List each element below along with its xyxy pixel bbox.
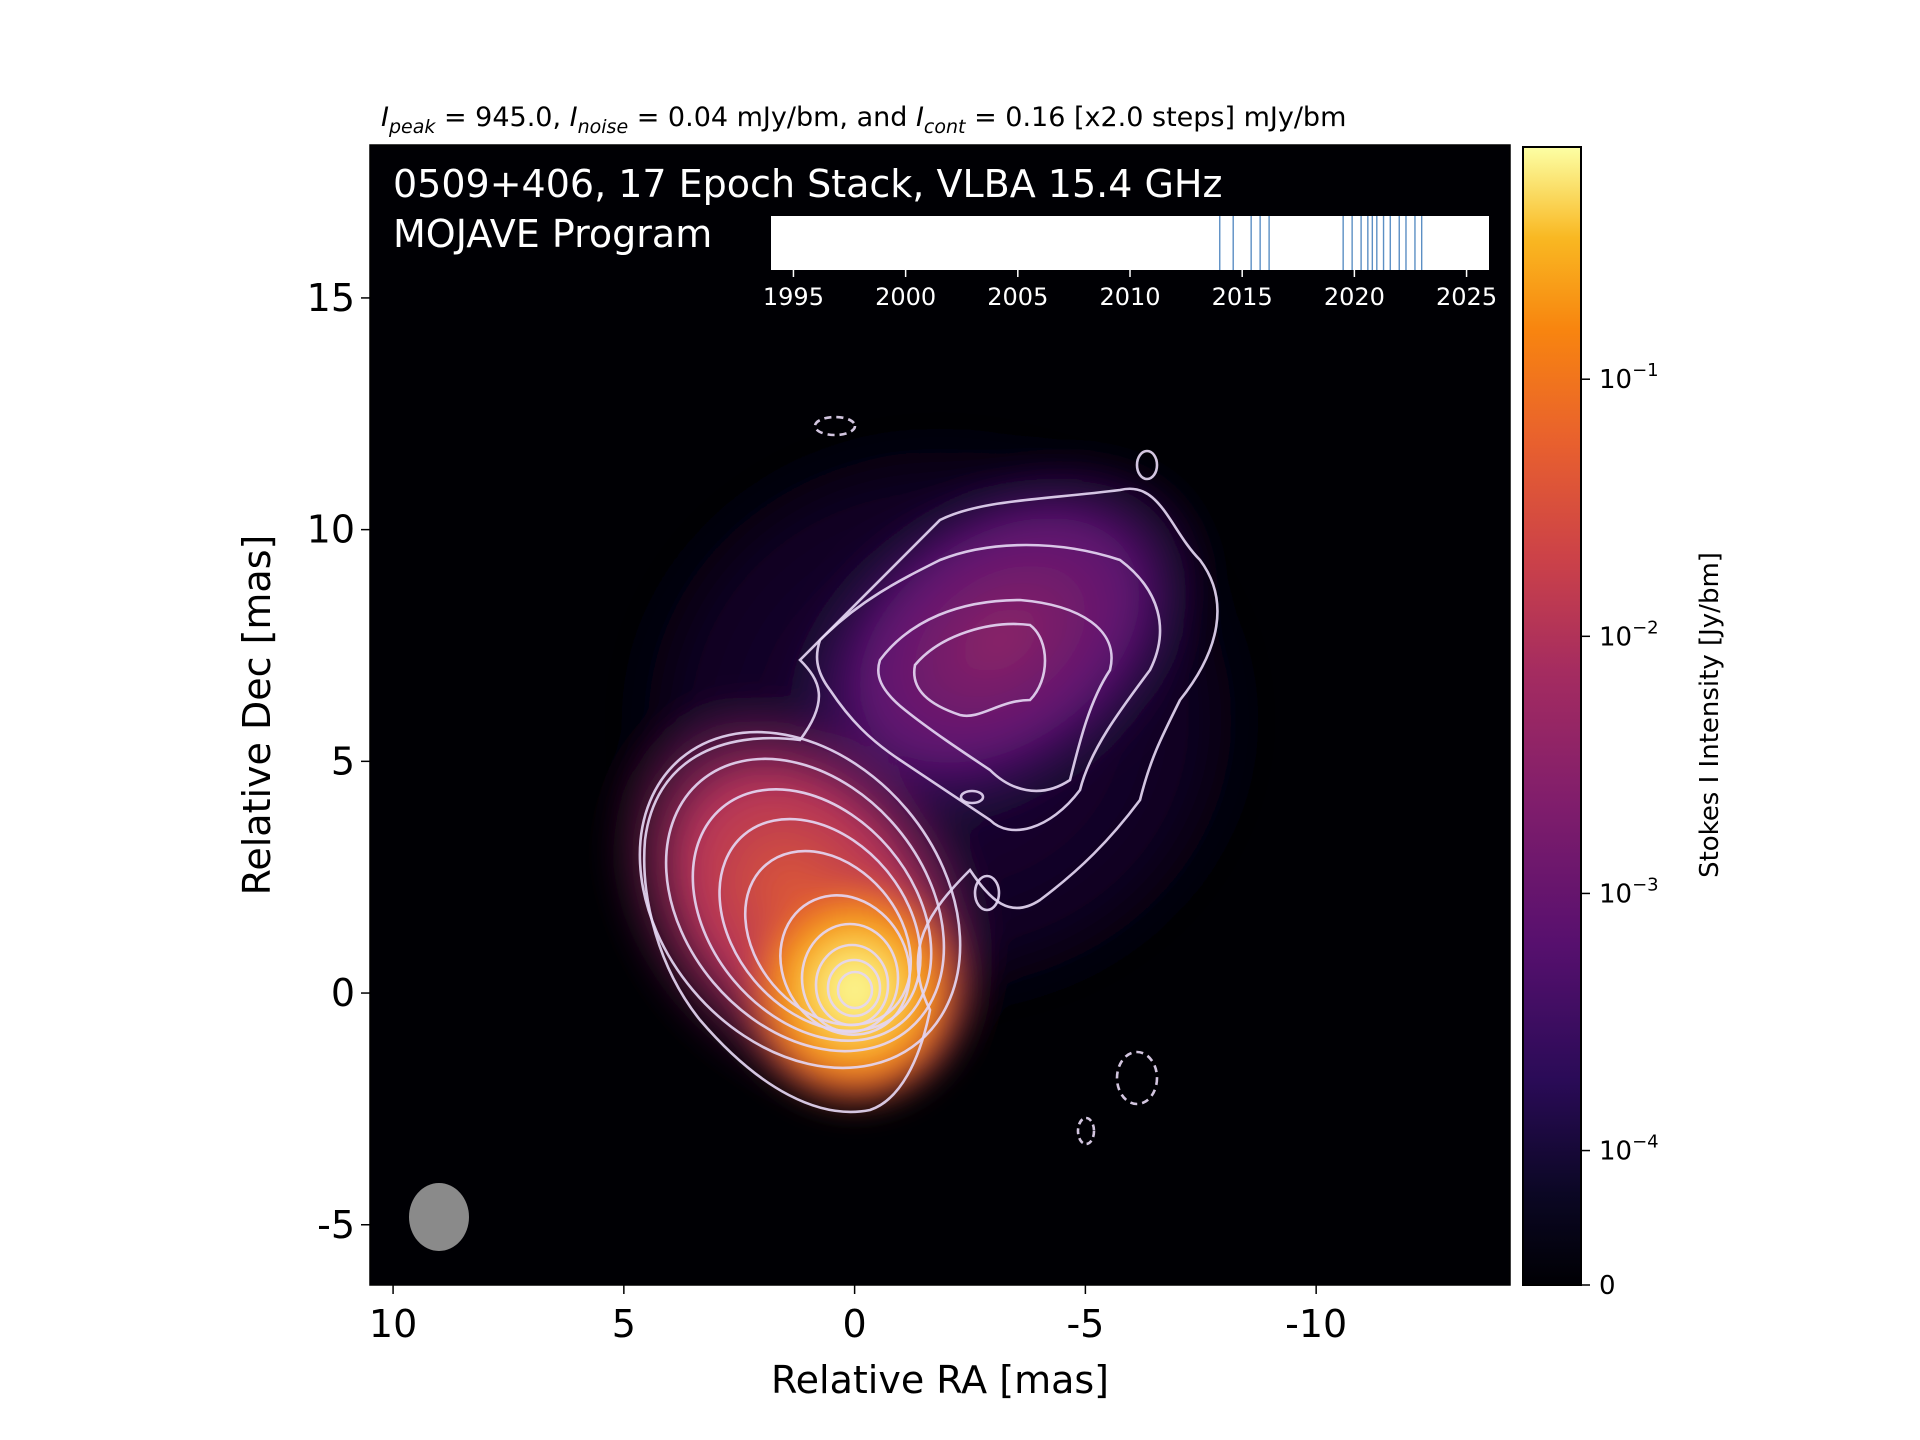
timeline-tick-label: 2015: [1212, 283, 1273, 311]
colorbar-tick-label: 0: [1599, 1271, 1616, 1301]
beam-ellipse: [409, 1183, 469, 1251]
x-tick-label: 5: [612, 1302, 636, 1346]
plot-title-line1: 0509+406, 17 Epoch Stack, VLBA 15.4 GHz: [393, 162, 1222, 206]
outer-contour: [643, 487, 1219, 1114]
y-axis: 15 10 5 0 -5: [307, 276, 370, 1247]
colorbar-tick-label: 10−3: [1599, 874, 1659, 909]
core-emission: [735, 865, 975, 1115]
timeline-tick-label: 2025: [1436, 283, 1497, 311]
core-contour-2: [800, 922, 900, 1034]
epoch-timeline: 1995 2000 2005 2010 2015 2020 2025: [763, 216, 1497, 311]
core-contour-1: [779, 894, 911, 1036]
ext-contour-2: [815, 543, 1162, 832]
x-tick-label: -10: [1285, 1302, 1347, 1346]
extended-jet-emission: [783, 449, 1217, 831]
plot-frame: [369, 144, 1511, 1286]
y-axis-label: Relative Dec [mas]: [235, 535, 279, 896]
timeline-tick-label: 2005: [987, 283, 1048, 311]
x-axis-label: Relative RA [mas]: [771, 1358, 1109, 1402]
colorbar: [1522, 146, 1582, 1286]
x-axis: 10 5 0 -5 -10: [369, 1285, 1347, 1346]
plot-area: [370, 145, 1510, 1285]
y-tick-label: 0: [331, 971, 355, 1015]
header-stats: Ipeak = 945.0, Inoise = 0.04 mJy/bm, and…: [381, 102, 1346, 138]
ext-contour-3: [876, 598, 1113, 793]
blob-contour-2: [959, 789, 985, 805]
colorbar-ticks: 0 10−4 10−3 10−2 10−1: [1581, 360, 1659, 1301]
plot-title-line2: MOJAVE Program: [393, 212, 712, 256]
ext-contour-4: [912, 622, 1047, 718]
timeline-tick-label: 2010: [1099, 283, 1160, 311]
blob-contour-1: [973, 874, 1001, 912]
inner-contour-5: [743, 849, 913, 1027]
inner-contour-2: [664, 757, 946, 1053]
inner-contour-3: [691, 788, 933, 1042]
x-tick-label: -5: [1066, 1302, 1104, 1346]
y-tick-label: 10: [307, 508, 355, 552]
core-contour-4: [826, 958, 882, 1018]
negative-contour-1: [813, 415, 857, 437]
y-tick-label: 5: [331, 739, 355, 783]
inner-contour-1: [638, 730, 962, 1070]
contour-lines: [638, 415, 1219, 1146]
timeline-tick-label: 2000: [875, 283, 936, 311]
colorbar-tick-label: 10−1: [1599, 360, 1659, 395]
core-contour-5: [836, 970, 874, 1010]
negative-contour-3: [1076, 1116, 1096, 1146]
timeline-tick-label: 1995: [763, 283, 824, 311]
x-tick-label: 0: [843, 1302, 867, 1346]
emission-image: [580, 390, 1300, 1115]
y-tick-label: -5: [317, 1203, 355, 1247]
timeline-tick-label: 2020: [1324, 283, 1385, 311]
colorbar-label: Stokes I Intensity [Jy/bm]: [1695, 552, 1725, 878]
core-contour-3: [814, 943, 890, 1027]
timeline-background: [771, 216, 1489, 270]
colorbar-tick-label: 10−4: [1599, 1132, 1659, 1167]
blob-contour-3: [1135, 449, 1159, 481]
y-tick-label: 15: [307, 276, 355, 320]
negative-contour-2: [1115, 1050, 1159, 1106]
x-tick-label: 10: [369, 1302, 417, 1346]
colorbar-tick-label: 10−2: [1599, 617, 1659, 652]
